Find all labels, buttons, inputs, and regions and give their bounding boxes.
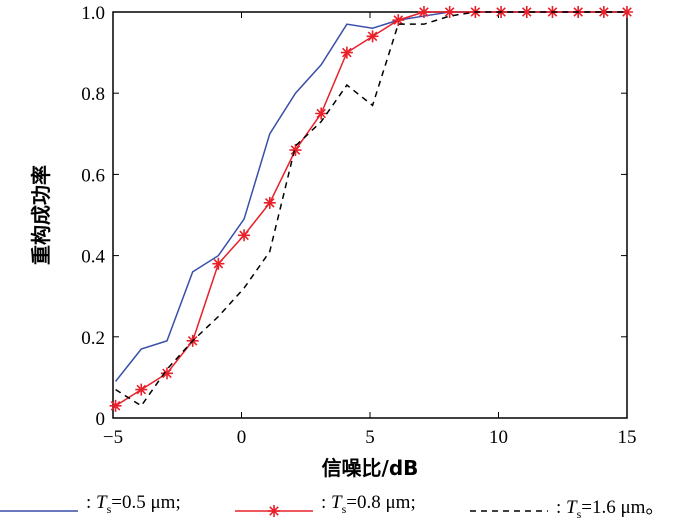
legend-text: =0.5 μm; [111,492,181,513]
y-tick-label: 0.8 [81,84,105,105]
x-tick-label: 0 [237,427,247,448]
data-point-marker [109,399,122,412]
data-point-marker [238,229,251,242]
y-tick-label: 0 [96,409,106,430]
legend-text: : [321,492,332,513]
series-line-0 [114,11,627,382]
legend-text: T [331,492,342,513]
data-point-marker [315,107,328,120]
legend-text: T [96,492,107,513]
legend-text: =0.8 μm; [346,492,416,513]
plot-area [112,11,628,419]
legend-text: s [106,501,112,516]
x-axis-label: 信噪比/dB [322,456,419,480]
legend-marker [268,505,280,517]
legend-text: T [566,497,577,518]
data-point-marker [520,6,533,18]
y-tick-label: 0.6 [81,165,105,186]
data-point-marker [160,367,173,380]
legend-entry-1: : Ts=0.8 μm; [321,492,416,517]
data-point-marker [443,6,456,18]
x-tick-label: 10 [489,427,508,448]
legend-entry-0: : Ts=0.5 μm; [86,492,181,517]
data-point-marker [621,6,633,18]
data-point-marker [135,383,148,396]
legend-text: s [341,501,347,516]
data-point-marker [597,6,610,18]
data-point-marker [340,46,353,59]
x-tick-label: −5 [103,427,123,448]
legend-text: : [556,497,567,518]
data-point-marker [212,257,225,270]
legend-text: : [86,492,97,513]
data-point-marker [263,196,276,209]
data-point-marker [366,30,379,43]
x-tick-label: 5 [365,427,375,448]
data-point-marker [417,6,430,18]
series-line-2 [115,11,627,407]
x-tick-label: 15 [618,427,637,448]
legend-entry-2: : Ts=1.6 μm。 [556,492,664,522]
legend-text: =1.6 μm。 [581,497,665,518]
y-axis-label: 重构成功率 [29,165,53,265]
data-point-marker [392,14,405,27]
y-tick-label: 0.2 [81,328,105,349]
legend-text: s [576,506,582,521]
y-tick-label: 0.4 [81,247,105,268]
data-point-marker [289,144,302,157]
y-tick-label: 1.0 [81,3,105,24]
